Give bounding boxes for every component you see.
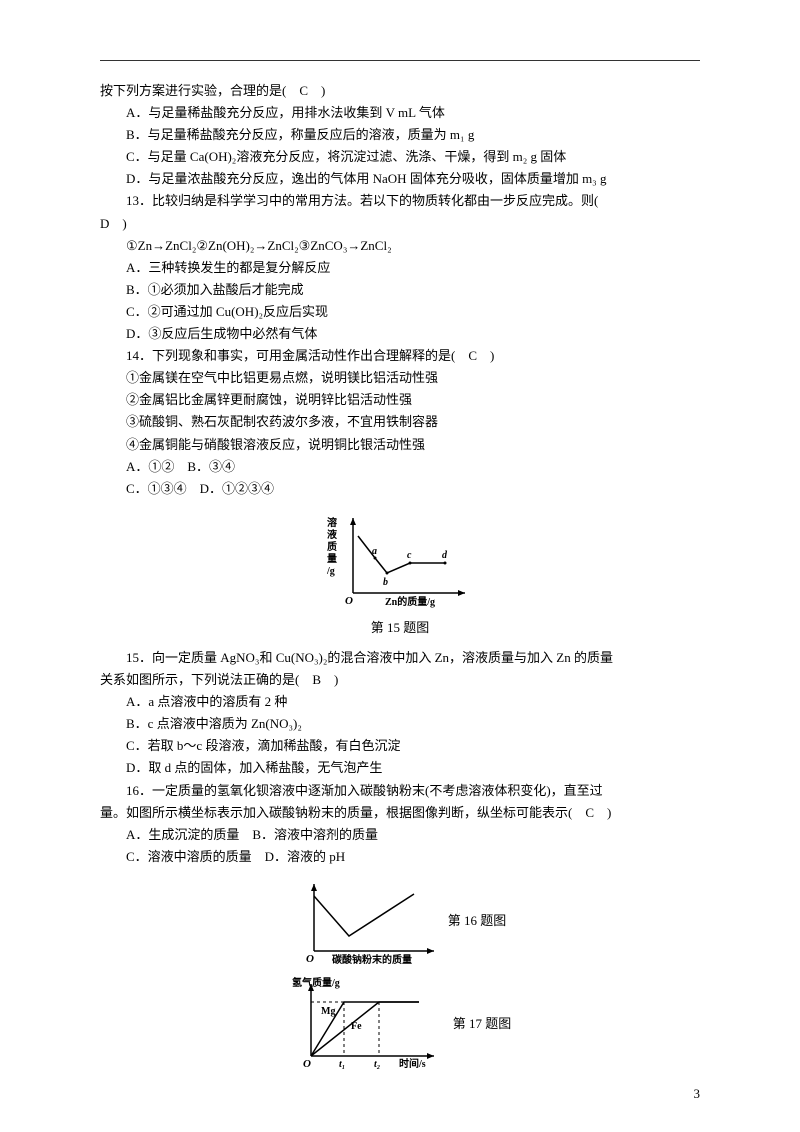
q14-l4: ④金属铜能与硝酸银溶液反应，说明铜比银活动性强 [100,434,700,456]
fig17-ylabel: 氢气质量/g [292,976,340,989]
q15-stem-a: 15．向一定质量 AgNO₃和 Cu(NO₃)₂的混合溶液中加入 Zn，溶液质量… [100,647,700,669]
header-rule [100,60,700,61]
q14-stem: 14．下列现象和事实，可用金属活动性作出合理解释的是( C ) [100,345,700,367]
q15-opt-d: D．取 d 点的固体，加入稀盐酸，无气泡产生 [100,757,700,779]
document-page: 按下列方案进行实验，合理的是( C ) A．与足量稀盐酸充分反应，用排水法收集到… [0,0,800,1132]
q16-stem-b: 量。如图所示横坐标表示加入碳酸钠粉末的质量，根据图像判断，纵坐标可能表示( C … [100,802,700,824]
q13-opt-d: D．③反应后生成物中必然有气体 [100,323,700,345]
fig15-pt-c: c [407,550,412,561]
fig15-yl2: 液 [327,528,337,541]
fig15-yl4: 量 [327,552,337,565]
figure-15-svg: a b c d O Zn的质量/g 溶 液 质 量 /g [325,508,475,608]
fig16-origin: O [306,953,314,965]
fig15-pt-b: b [383,577,388,588]
content: 按下列方案进行实验，合理的是( C ) A．与足量稀盐酸充分反应，用排水法收集到… [100,80,700,1074]
q15-stem-b: 关系如图所示，下列说法正确的是( B ) [100,669,700,691]
q15-opt-b: B．c 点溶液中溶质为 Zn(NO₃)₂ [100,713,700,735]
q16-opts1: A．生成沉淀的质量 B．溶液中溶剂的质量 [100,824,700,846]
q15-opt-c: C．若取 b～c 段溶液，滴加稀盐酸，有白色沉淀 [100,735,700,757]
q13-stem-a: 13．比较归纳是科学学习中的常用方法。若以下的物质转化都由一步反应完成。则( [100,190,700,212]
page-number: 3 [694,1086,701,1102]
q14-l1: ①金属镁在空气中比铝更易点燃，说明镁比铝活动性强 [100,367,700,389]
q13-opt-c: C．②可通过加 Cu(OH)₂反应后实现 [100,301,700,323]
q16-opts2: C．溶液中溶质的质量 D．溶液的 pH [100,846,700,868]
q12-opt-a: A．与足量稀盐酸充分反应，用排水法收集到 V mL 气体 [100,102,700,124]
figure-16-svg: O 碳酸钠粉末的质量 [294,876,444,966]
q13-stem-b: D ) [100,213,700,235]
q12-opt-d: D．与足量浓盐酸充分反应，逸出的气体用 NaOH 固体充分吸收，固体质量增加 m… [100,168,700,190]
fig15-pt-d: d [442,550,448,561]
figure-15: a b c d O Zn的质量/g 溶 液 质 量 /g 第 15 题图 [100,508,700,639]
figure-15-caption: 第 15 题图 [100,617,700,639]
q14-opts2: C．①③④ D．①②③④ [100,478,700,500]
fig15-xlabel: Zn的质量/g [385,595,435,608]
q14-l3: ③硫酸铜、熟石灰配制农药波尔多液，不宜用铁制容器 [100,411,700,433]
fig15-pt-a: a [372,546,377,557]
fig17-t1: t₁ [339,1059,345,1070]
fig15-origin: O [345,595,353,607]
fig17-t2: t₂ [374,1059,380,1070]
q13-opt-b: B．①必须加入盐酸后才能完成 [100,279,700,301]
fig16-xlabel: 碳酸钠粉末的质量 [332,953,412,966]
figure-17-row: Mg Fe O t₁ t₂ 时间/s 氢气质量/g 第 17 题图 [100,974,700,1074]
q12-stem: 按下列方案进行实验，合理的是( C ) [100,80,700,102]
q15-opt-a: A．a 点溶液中的溶质有 2 种 [100,691,700,713]
fig17-origin: O [303,1058,311,1070]
q14-l2: ②金属铝比金属锌更耐腐蚀，说明锌比铝活动性强 [100,389,700,411]
figure-17-svg: Mg Fe O t₁ t₂ 时间/s 氢气质量/g [289,974,449,1074]
figure-16-row: O 碳酸钠粉末的质量 第 16 题图 [100,876,700,966]
figure-16-caption: 第 16 题图 [448,910,507,932]
fig15-yl5: /g [326,566,335,577]
q16-stem-a: 16．一定质量的氢氧化钡溶液中逐渐加入碳酸钠粉末(不考虑溶液体积变化)，直至过 [100,780,700,802]
fig15-yl1: 溶 [327,516,337,529]
fig17-xlabel: 时间/s [399,1057,426,1070]
fig17-fe: Fe [351,1021,362,1032]
q13-line: ①Zn→ZnCl₂②Zn(OH)₂→ZnCl₂③ZnCO₃→ZnCl₂ [100,235,700,257]
q12-opt-b: B．与足量稀盐酸充分反应，称量反应后的溶液，质量为 m₁ g [100,124,700,146]
figure-17-caption: 第 17 题图 [453,1013,512,1035]
q14-opts1: A．①② B．③④ [100,456,700,478]
q12-opt-c: C．与足量 Ca(OH)₂溶液充分反应，将沉淀过滤、洗涤、干燥，得到 m₂ g … [100,146,700,168]
fig15-yl3: 质 [327,540,337,553]
fig17-mg: Mg [321,1006,335,1017]
q13-opt-a: A．三种转换发生的都是复分解反应 [100,257,700,279]
